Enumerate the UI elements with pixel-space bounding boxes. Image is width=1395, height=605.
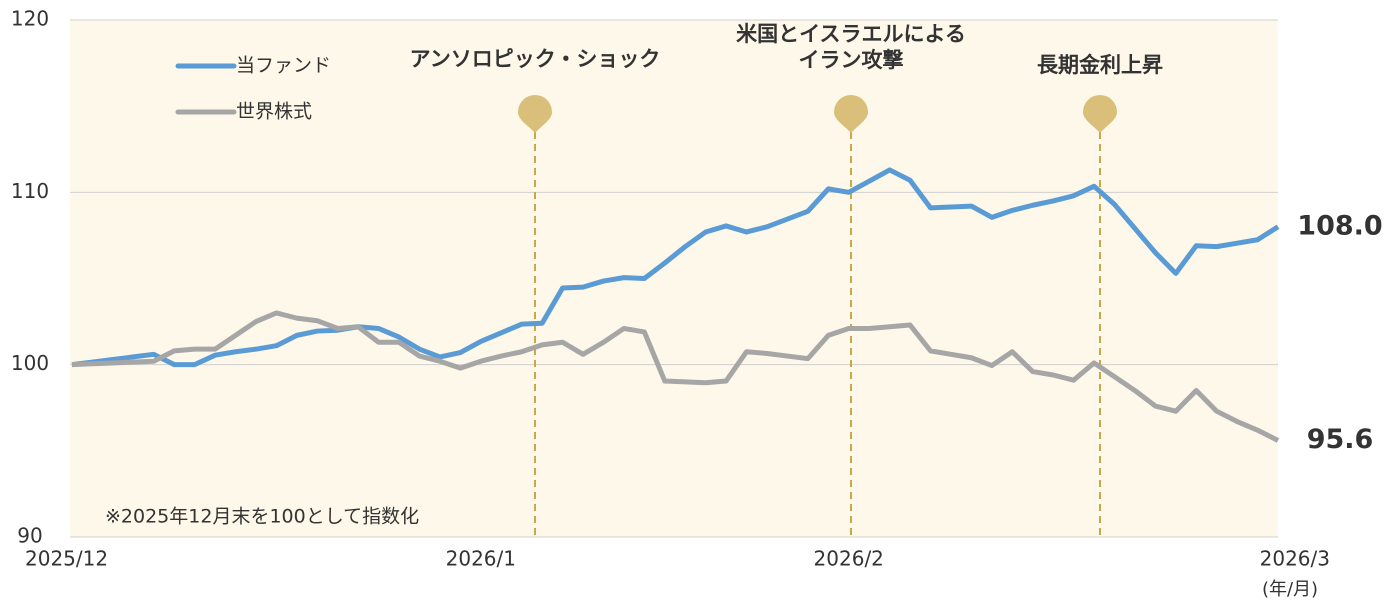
x-tick-label: 2026/3 [1260,547,1330,571]
x-tick-label: 2026/1 [446,547,516,571]
note: ※2025年12月末を100として指数化 [105,506,419,528]
end-label: 108.0 [1297,210,1382,241]
plot-area [70,20,1278,537]
event-pin [518,95,552,133]
y-tick-label: 110 [11,179,49,203]
legend-label: 当ファンド [236,55,331,77]
y-tick-label: 120 [11,7,49,31]
end-label: 95.6 [1307,424,1374,455]
y-tick-label: 100 [11,351,49,375]
event-label: 長期金利上昇 [1037,53,1163,77]
x-tick-label: 2026/2 [814,547,884,571]
legend-label: 世界株式 [236,101,312,123]
x-unit: (年/月) [1262,579,1318,600]
x-tick-label: 2025/12 [25,547,108,571]
event-label: 米国とイスラエルによるイラン攻撃 [736,22,966,72]
event-pin [834,95,868,133]
series-line [71,167,1280,368]
event-label: アンソロピック・ショック [410,47,661,71]
event-pin [1083,94,1117,133]
series-line [71,310,1280,443]
y-tick-label: 90 [17,524,42,548]
